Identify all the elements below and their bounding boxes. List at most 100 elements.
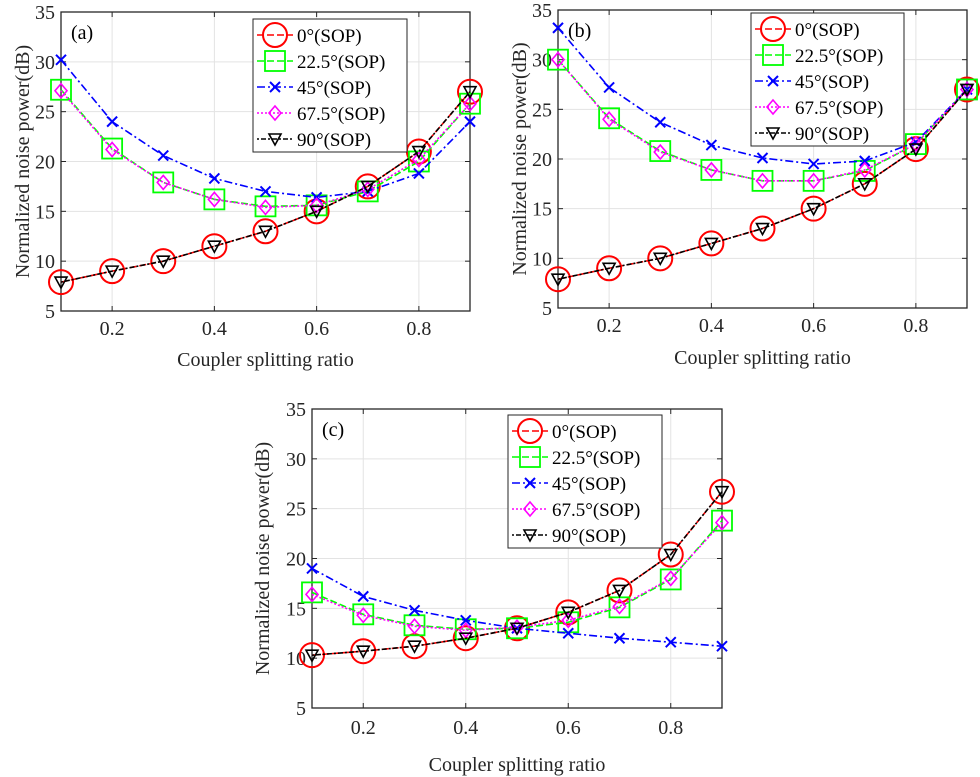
data-point-triangle-down <box>755 222 770 237</box>
data-point-x <box>807 158 820 170</box>
x-tick-label: 0.6 <box>556 717 581 739</box>
series-triangle-down <box>304 485 730 663</box>
data-point-circle <box>354 173 381 200</box>
data-point-triangle-down <box>360 180 376 195</box>
legend-item: 67.5°(SOP) <box>512 500 640 521</box>
y-tick-label: 30 <box>35 52 55 74</box>
data-point-triangle-down <box>857 178 873 192</box>
x-axis-label: Coupler splitting ratio <box>177 349 354 371</box>
legend-marker-circle <box>262 22 288 48</box>
y-axis-label: Normalized noise power(dB) <box>509 42 531 275</box>
series-line <box>60 91 471 283</box>
legend-label: 0°(SOP) <box>297 26 362 47</box>
series-triangle-down <box>53 85 478 290</box>
data-point-circle <box>596 255 623 282</box>
x-tick-label: 0.4 <box>202 318 227 340</box>
x-tick-label: 0.2 <box>100 318 125 340</box>
legend-marker-x <box>767 75 779 87</box>
y-tick-label: 5 <box>296 698 306 720</box>
data-point-triangle-down <box>612 584 627 599</box>
series-line <box>60 90 471 209</box>
data-point-x <box>208 172 221 185</box>
data-point-triangle-down <box>458 632 474 646</box>
data-point-circle <box>299 642 325 669</box>
data-point-circle <box>252 218 279 245</box>
y-tick-label: 35 <box>35 2 55 24</box>
x-tick-label: 0.8 <box>658 717 683 739</box>
legend-label: 22.5°(SOP) <box>552 448 640 469</box>
series-triangle-down <box>550 83 975 287</box>
data-point-x <box>859 155 871 167</box>
legend-item: 45°(SOP) <box>755 72 869 93</box>
legend-label: 45°(SOP) <box>552 474 626 495</box>
legend-item: 90°(SOP) <box>755 124 869 145</box>
y-tick-label: 15 <box>286 598 306 620</box>
legend-item: 22.5°(SOP) <box>755 44 883 67</box>
legend-label: 90°(SOP) <box>552 526 626 547</box>
data-point-diamond <box>356 607 371 624</box>
data-point-square <box>101 137 124 160</box>
legend: 0°(SOP) 22.5°(SOP) 45°(SOP) 67.5°(SOP) 90°(S… <box>750 12 905 147</box>
series-line <box>557 88 968 280</box>
data-point-diamond <box>309 197 324 214</box>
x-tick-label: 0.2 <box>597 315 622 337</box>
data-point-x <box>460 614 472 627</box>
legend-label: 67.5°(SOP) <box>795 98 883 119</box>
data-point-x <box>562 627 574 639</box>
data-point-circle <box>99 258 126 285</box>
series-line <box>311 491 723 656</box>
data-point-square <box>403 614 426 637</box>
data-point-circle <box>698 230 725 257</box>
data-point-circle <box>504 615 530 642</box>
legend-label: 90°(SOP) <box>795 124 869 145</box>
data-point-square <box>956 78 978 101</box>
data-point-diamond <box>462 95 478 112</box>
data-point-diamond <box>908 135 923 153</box>
data-point-x <box>613 632 626 644</box>
axes-box <box>557 9 968 309</box>
legend-item: 45°(SOP) <box>512 474 626 495</box>
data-point-diamond <box>704 161 719 179</box>
data-point-circle <box>657 541 684 568</box>
y-tick-label: 30 <box>286 449 306 471</box>
legend-item: 0°(SOP) <box>755 16 860 42</box>
data-point-diamond <box>653 143 668 161</box>
x-axis-label: Coupler splitting ratio <box>674 347 851 369</box>
data-point-x <box>756 152 769 164</box>
data-point-circle <box>201 233 228 260</box>
legend: 0°(SOP) 22.5°(SOP) 45°(SOP) 67.5°(SOP) 90°(S… <box>252 18 408 153</box>
series-line <box>60 89 471 208</box>
series-line <box>60 59 471 199</box>
data-point-x <box>413 167 425 180</box>
panel-label: (b) <box>568 20 591 42</box>
chart-panel: 0.2 0.4 0.6 0.8 5 10 15 20 25 30 35 Coupler splitti… <box>12 2 483 371</box>
data-point-square <box>751 169 774 192</box>
y-axis-label: Normalized noise power(dB) <box>12 45 34 278</box>
legend-item: 22.5°(SOP) <box>512 446 640 469</box>
data-point-circle <box>647 245 674 272</box>
legend-marker-square <box>264 50 286 72</box>
data-point-square <box>352 603 375 626</box>
data-point-triangle-down <box>407 640 422 654</box>
y-tick-label: 20 <box>532 149 552 171</box>
legend-marker-triangle-down <box>765 127 781 141</box>
data-point-x <box>716 640 728 652</box>
y-tick-label: 35 <box>286 399 306 421</box>
data-point-triangle-down <box>806 202 821 217</box>
data-point-diamond <box>407 618 422 635</box>
data-point-x <box>408 604 421 617</box>
data-point-diamond <box>714 514 730 531</box>
legend-label: 90°(SOP) <box>297 130 371 151</box>
y-tick-label: 5 <box>45 301 55 323</box>
series-line <box>557 27 968 165</box>
x-tick-label: 0.6 <box>801 315 826 337</box>
y-tick-label: 20 <box>286 549 306 571</box>
data-point-diamond <box>156 174 171 191</box>
data-point-triangle-down <box>258 225 273 239</box>
axes-box <box>60 11 471 312</box>
data-point-square <box>659 568 682 591</box>
y-tick-label: 25 <box>286 499 306 521</box>
data-point-square <box>254 195 277 218</box>
x-tick-label: 0.4 <box>699 315 724 337</box>
data-point-diamond <box>105 141 120 158</box>
